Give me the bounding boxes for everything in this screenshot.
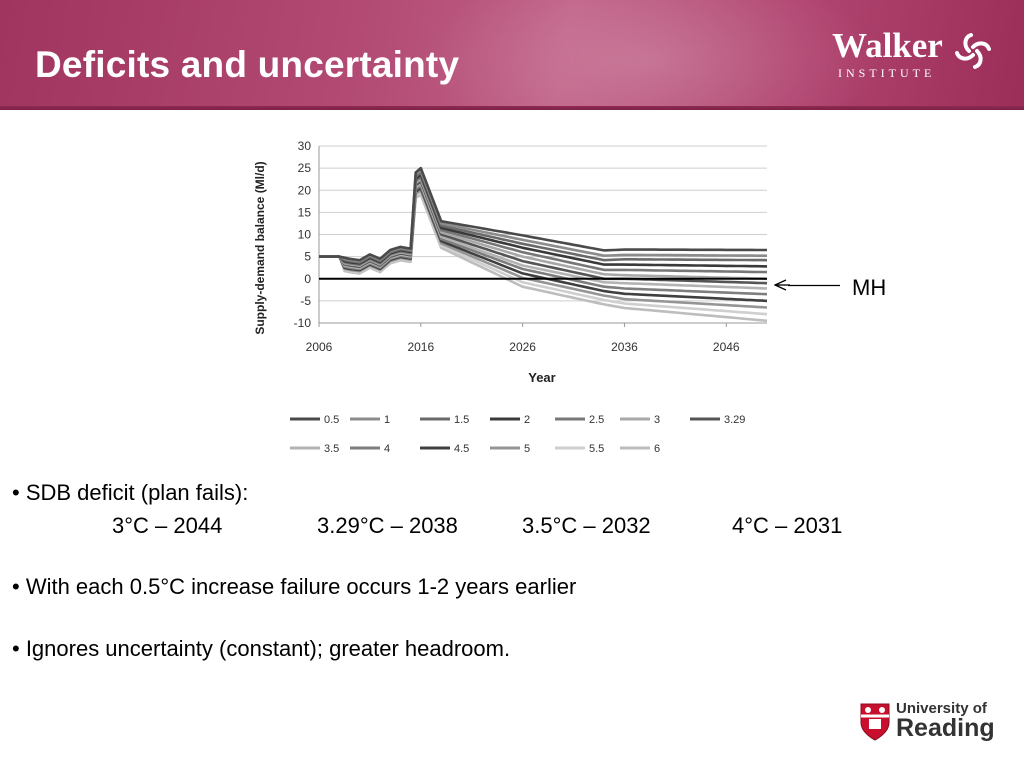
y-tick-label: 10 xyxy=(298,228,312,242)
y-tick-label: 5 xyxy=(304,250,311,264)
legend-label: 3 xyxy=(654,414,660,426)
walker-logo-subtitle: INSTITUTE xyxy=(838,66,936,80)
x-axis-label: Year xyxy=(528,370,555,385)
mh-label: MH xyxy=(852,275,887,300)
y-tick-label: 15 xyxy=(298,205,312,219)
chart-legend: 0.5 1 1.5 2 2.5 3 3.29 3.5 4 4.5 5 5.5 6 xyxy=(290,414,745,455)
y-axis-label: Supply-demand balance (Ml/d) xyxy=(253,161,267,334)
y-tick-label: -10 xyxy=(294,316,312,330)
x-tick-label: 2046 xyxy=(713,340,740,354)
bullet-increase-failure: • With each 0.5°C increase failure occur… xyxy=(12,574,577,599)
x-tick-label: 2036 xyxy=(611,340,638,354)
y-tick-label: 25 xyxy=(298,161,312,175)
title-banner: Deficits and uncertainty Walker INSTITUT… xyxy=(0,0,1024,110)
y-tick-label: 20 xyxy=(298,183,312,197)
uor-logo-line2: Reading xyxy=(896,714,995,742)
legend-label: 2 xyxy=(524,414,530,426)
banner-texture xyxy=(420,0,880,110)
legend-label: 5 xyxy=(524,443,530,455)
legend-label: 2.5 xyxy=(589,414,604,426)
mh-pointer-line xyxy=(788,284,840,287)
x-tick-label: 2026 xyxy=(509,340,536,354)
uor-logo-line1: University of xyxy=(896,700,987,717)
swirl-icon xyxy=(955,33,991,69)
deficit-date-4c: 4°C – 2031 xyxy=(732,513,843,538)
page-title: Deficits and uncertainty xyxy=(35,44,460,85)
shield-icon xyxy=(860,703,890,741)
y-tick-labels: 30 25 20 15 10 5 0 -5 -10 xyxy=(294,139,312,330)
series-line-0-5 xyxy=(319,166,767,262)
legend-label: 1.5 xyxy=(454,414,469,426)
legend-label: 1 xyxy=(384,414,390,426)
legend-label: 3.5 xyxy=(324,443,339,455)
y-tick-label: -5 xyxy=(300,294,311,308)
bullet-sdb-deficit: • SDB deficit (plan fails): xyxy=(12,480,249,505)
x-tick-labels: 2006 2016 2026 2036 2046 xyxy=(306,340,740,354)
deficit-date-3-5c: 3.5°C – 2032 xyxy=(522,513,651,538)
legend-label: 4 xyxy=(384,443,390,455)
deficit-date-3c: 3°C – 2044 xyxy=(112,513,223,538)
deficit-dates-row: 3°C – 2044 3.29°C – 2038 3.5°C – 2032 4°… xyxy=(12,513,992,539)
chart-gridlines xyxy=(318,145,767,327)
legend-label: 0.5 xyxy=(324,414,339,426)
arrow-head-icon xyxy=(774,279,790,291)
y-tick-label: 0 xyxy=(304,272,311,286)
legend-label: 4.5 xyxy=(454,443,469,455)
deficit-date-3-29c: 3.29°C – 2038 xyxy=(317,513,458,538)
series-lines xyxy=(319,166,768,323)
x-tick-label: 2016 xyxy=(407,340,434,354)
legend-label: 6 xyxy=(654,443,660,455)
x-tick-label: 2006 xyxy=(306,340,333,354)
walker-institute-logo: Walker INSTITUTE xyxy=(832,26,1002,86)
university-of-reading-logo: University of Reading xyxy=(860,700,995,746)
y-tick-label: 30 xyxy=(298,139,312,153)
walker-logo-name: Walker xyxy=(832,26,943,65)
legend-label: 3.29 xyxy=(724,414,745,426)
legend-label: 5.5 xyxy=(589,443,604,455)
bullet-ignores-uncertainty: • Ignores uncertainty (constant); greate… xyxy=(12,636,511,661)
